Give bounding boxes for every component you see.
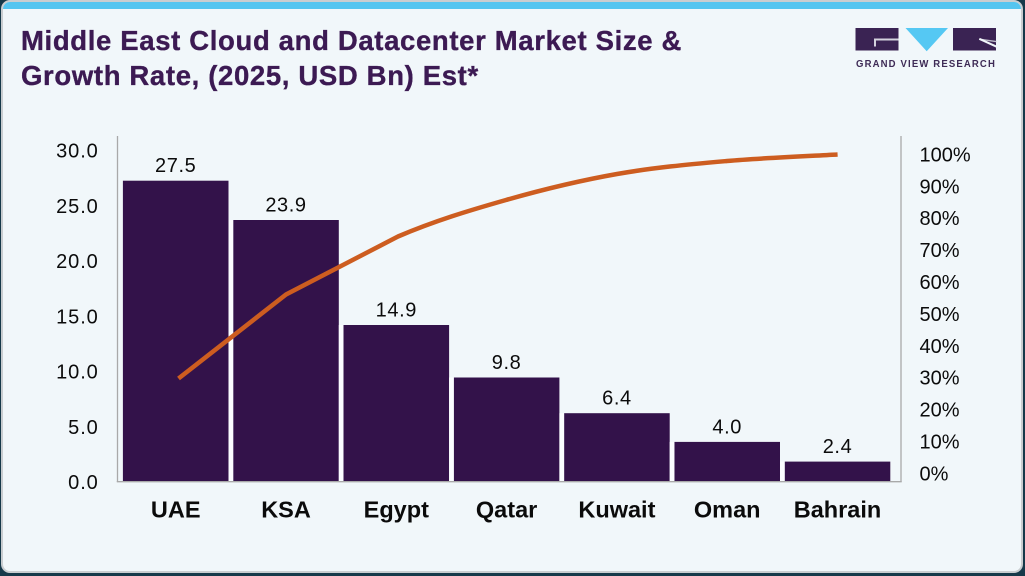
- svg-text:60%: 60%: [920, 272, 960, 294]
- svg-text:15.0: 15.0: [56, 306, 99, 328]
- svg-text:2.4: 2.4: [823, 436, 853, 458]
- svg-text:9.8: 9.8: [492, 352, 522, 374]
- svg-text:90%: 90%: [920, 176, 960, 198]
- svg-text:20%: 20%: [920, 400, 960, 422]
- svg-text:10.0: 10.0: [56, 362, 99, 384]
- svg-text:30%: 30%: [920, 368, 960, 390]
- svg-text:Qatar: Qatar: [476, 497, 537, 523]
- svg-text:UAE: UAE: [151, 497, 201, 523]
- svg-text:10%: 10%: [920, 432, 960, 454]
- svg-text:Egypt: Egypt: [364, 497, 429, 523]
- svg-text:23.9: 23.9: [265, 195, 306, 217]
- svg-text:80%: 80%: [920, 208, 960, 230]
- svg-text:Oman: Oman: [694, 497, 761, 523]
- svg-text:5.0: 5.0: [68, 417, 99, 439]
- svg-text:70%: 70%: [920, 240, 960, 262]
- svg-text:40%: 40%: [920, 336, 960, 358]
- svg-text:6.4: 6.4: [602, 388, 632, 410]
- svg-text:14.9: 14.9: [376, 300, 417, 322]
- svg-text:Bahrain: Bahrain: [794, 497, 882, 523]
- svg-text:27.5: 27.5: [155, 155, 196, 177]
- svg-text:Kuwait: Kuwait: [578, 497, 655, 523]
- svg-text:100%: 100%: [920, 144, 971, 166]
- svg-text:30.0: 30.0: [56, 141, 99, 163]
- svg-text:GRAND VIEW RESEARCH: GRAND VIEW RESEARCH: [856, 59, 996, 70]
- svg-text:20.0: 20.0: [56, 251, 99, 273]
- svg-text:50%: 50%: [920, 304, 960, 326]
- svg-text:0.0: 0.0: [68, 472, 99, 494]
- svg-text:25.0: 25.0: [56, 196, 99, 218]
- svg-text:4.0: 4.0: [712, 416, 742, 438]
- svg-text:KSA: KSA: [261, 497, 311, 523]
- svg-text:0%: 0%: [920, 463, 949, 485]
